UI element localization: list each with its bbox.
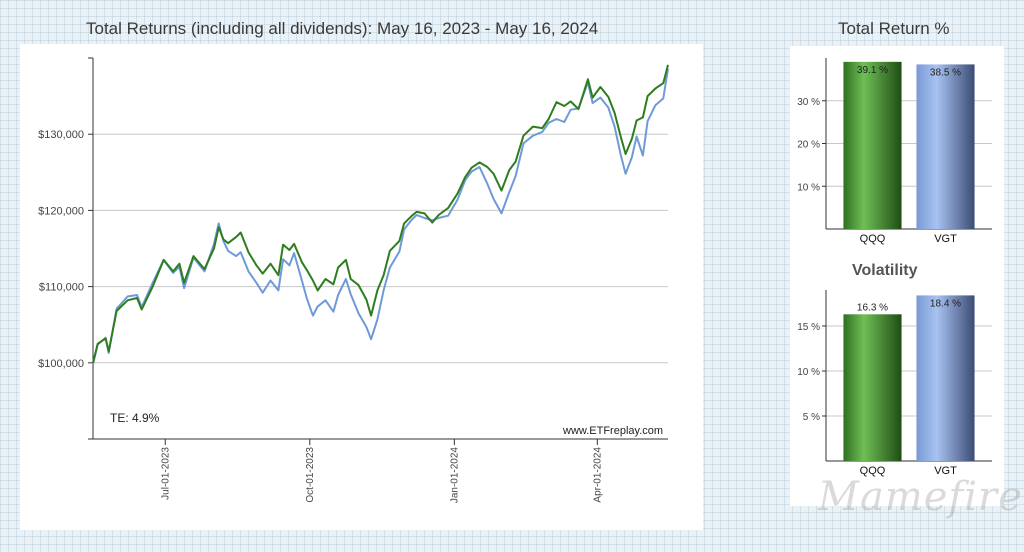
tracking-error-label: TE: 4.9%: [110, 411, 160, 425]
x-tick-label: Jan-01-2024: [449, 447, 460, 504]
vol-y-tick-label: 10 %: [797, 367, 820, 378]
x-tick-label: Oct-01-2023: [305, 447, 316, 503]
vol-bar-vgt: [916, 295, 975, 461]
ret-y-tick-label: 10 %: [797, 182, 820, 193]
ret-bar-qqq: [843, 61, 902, 229]
vol-category-label: QQQ: [860, 465, 886, 477]
ret-y-tick-label: 20 %: [797, 140, 820, 151]
watermark-signature: Mamefire: [818, 474, 1023, 520]
y-tick-label: $110,000: [39, 282, 84, 294]
vol-category-label: VGT: [934, 465, 957, 477]
vol-y-tick-label: 15 %: [797, 322, 820, 333]
vol-bar-value-label: 18.4 %: [930, 298, 961, 309]
ret-bar-value-label: 39.1 %: [857, 65, 888, 76]
ret-y-tick-label: 30 %: [797, 97, 820, 108]
ret-category-label: QQQ: [860, 233, 886, 245]
x-tick-label: Apr-01-2024: [592, 447, 603, 503]
series-line-qqq: [92, 64, 669, 364]
ret-bar-value-label: 38.5 %: [930, 67, 961, 78]
vol-bar-qqq: [843, 314, 902, 461]
y-tick-label: $120,000: [38, 205, 84, 217]
ret-bar-vgt: [916, 64, 975, 229]
volatility-title: Volatility: [852, 262, 918, 279]
y-tick-label: $130,000: [38, 129, 84, 141]
ret-category-label: VGT: [934, 233, 957, 245]
x-tick-label: Jul-01-2023: [160, 447, 171, 500]
vol-bar-value-label: 16.3 %: [857, 302, 888, 313]
source-label: www.ETFreplay.com: [563, 425, 664, 437]
vol-y-tick-label: 5 %: [803, 412, 820, 423]
total-return-title: Total Return %: [838, 19, 950, 38]
y-tick-label: $100,000: [38, 358, 84, 370]
chart-title: Total Returns (including all dividends):…: [86, 19, 599, 38]
